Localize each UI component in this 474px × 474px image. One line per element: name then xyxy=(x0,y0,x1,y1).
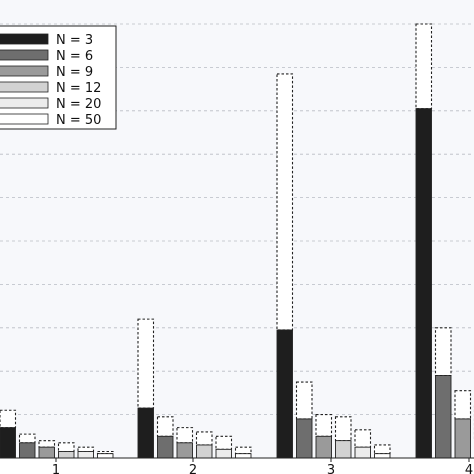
bar-upper-range xyxy=(315,414,333,437)
bar xyxy=(0,427,16,459)
bar xyxy=(315,435,332,459)
bar-upper-range xyxy=(434,327,452,377)
bar xyxy=(215,448,232,459)
bar-upper-range xyxy=(276,73,294,331)
bar xyxy=(176,442,193,459)
legend-item-n9: N = 9 xyxy=(0,65,93,80)
bar-upper-range xyxy=(334,416,352,442)
legend-label-n3: N = 3 xyxy=(56,33,93,48)
bar-upper-range xyxy=(176,427,194,444)
legend-swatch-n3 xyxy=(0,33,49,45)
bar-upper-range xyxy=(195,431,213,446)
bar-upper-range xyxy=(156,416,174,437)
legend-item-n20: N = 20 xyxy=(0,97,101,112)
bar xyxy=(454,418,471,459)
bar-upper-range xyxy=(77,446,95,453)
bar-upper-range xyxy=(96,450,114,455)
bar-upper-range xyxy=(295,381,313,420)
bar-upper-range xyxy=(454,390,472,420)
x-tick-label: 1 xyxy=(52,463,60,474)
legend-swatch-n9 xyxy=(0,65,49,77)
bar xyxy=(77,451,94,459)
bar xyxy=(38,446,55,459)
bar xyxy=(435,375,452,459)
bar xyxy=(196,444,213,459)
legend-swatch-n50 xyxy=(0,113,49,125)
bar xyxy=(276,329,293,459)
x-tick-label: 3 xyxy=(327,463,335,474)
legend-label-n20: N = 20 xyxy=(56,97,101,112)
bar xyxy=(235,453,252,459)
bar-upper-range xyxy=(38,440,56,448)
legend: N = 3 N = 6 N = 9 N = 12 N = 20 N = 50 xyxy=(0,25,117,130)
bar-upper-range xyxy=(57,442,75,453)
bar xyxy=(374,453,391,459)
legend-swatch-n12 xyxy=(0,81,49,93)
bar xyxy=(157,435,174,459)
x-tick-label: 4 xyxy=(465,463,473,474)
bar xyxy=(97,453,114,459)
bar xyxy=(335,440,352,459)
bar-upper-range xyxy=(137,318,155,409)
bar-upper-range xyxy=(354,429,372,448)
legend-label-n50: N = 50 xyxy=(56,113,101,128)
legend-item-n6: N = 6 xyxy=(0,49,93,64)
legend-item-n12: N = 12 xyxy=(0,81,101,96)
bar xyxy=(296,418,313,459)
legend-swatch-n6 xyxy=(0,49,49,61)
x-ticks: 1 2 3 4 xyxy=(52,458,473,474)
bar-upper-range xyxy=(18,433,36,444)
bar xyxy=(19,442,36,459)
bar xyxy=(137,407,154,459)
bars xyxy=(0,23,474,459)
legend-item-n3: N = 3 xyxy=(0,33,93,48)
bar xyxy=(354,446,371,459)
legend-item-n50: N = 50 xyxy=(0,113,101,128)
bar-upper-range xyxy=(0,409,17,429)
legend-label-n9: N = 9 xyxy=(56,65,93,80)
legend-label-n12: N = 12 xyxy=(56,81,101,96)
bar-upper-range xyxy=(373,444,391,455)
legend-label-n6: N = 6 xyxy=(56,49,93,64)
legend-swatch-n20 xyxy=(0,97,49,109)
bar xyxy=(58,451,75,459)
x-tick-label: 2 xyxy=(189,463,197,474)
bar-upper-range xyxy=(215,435,233,450)
bar-upper-range xyxy=(415,23,433,110)
bar xyxy=(415,108,432,459)
bar-upper-range xyxy=(234,446,252,455)
